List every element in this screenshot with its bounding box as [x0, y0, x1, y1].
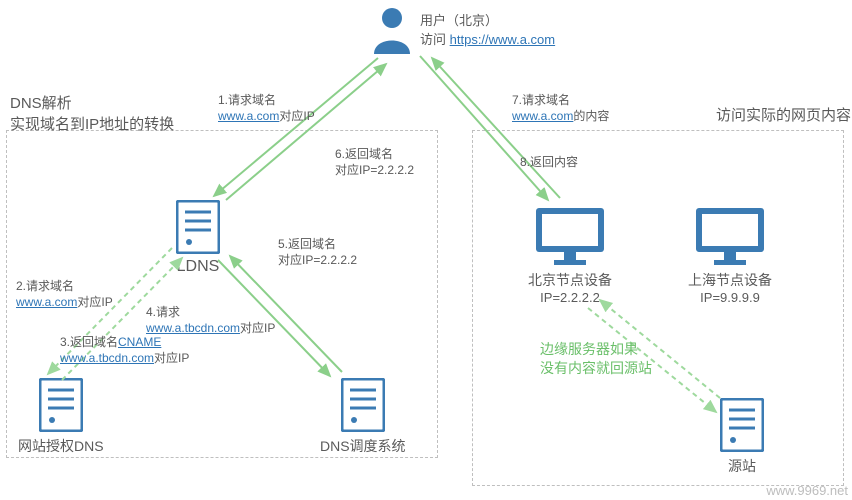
- step6: 6.返回域名 对应IP=2.2.2.2: [335, 146, 414, 178]
- user-title: 用户（北京）: [420, 10, 555, 29]
- origin-label: 源站: [728, 456, 756, 476]
- ldns-node: LDNS: [176, 200, 220, 276]
- shanghai-node: 上海节点设备 IP=9.9.9.9: [688, 206, 772, 305]
- beijing-ip: IP=2.2.2.2: [540, 290, 600, 305]
- sched-label: DNS调度系统: [320, 436, 406, 456]
- user-icon: [372, 6, 412, 54]
- user-url[interactable]: https://www.a.com: [450, 32, 555, 47]
- dns-section-title: DNS解析 实现域名到IP地址的转换: [10, 92, 174, 134]
- origin-node: 源站: [720, 398, 764, 476]
- server-icon: [341, 378, 385, 432]
- authdns-node: 网站授权DNS: [18, 378, 104, 456]
- step2: 2.请求域名 www.a.com对应IP: [16, 278, 113, 310]
- user-access: 访问 https://www.a.com: [420, 29, 555, 48]
- monitor-icon: [534, 206, 606, 266]
- ldns-label: LDNS: [177, 258, 220, 276]
- watermark: www.9969.net: [766, 483, 848, 498]
- step5: 5.返回域名 对应IP=2.2.2.2: [278, 236, 357, 268]
- step8: 8.返回内容: [520, 154, 578, 170]
- content-panel: [472, 130, 844, 486]
- monitor-icon: [694, 206, 766, 266]
- content-section-title: 访问实际的网页内容: [716, 104, 851, 125]
- step4: 4.请求 www.a.tbcdn.com对应IP: [146, 304, 275, 336]
- server-icon: [176, 200, 220, 254]
- step3: 3.返回域名CNAME www.a.tbcdn.com对应IP: [60, 334, 189, 366]
- edge-note: 边缘服务器如果 没有内容就回源站: [540, 340, 652, 378]
- shanghai-label: 上海节点设备: [688, 270, 772, 290]
- server-icon: [720, 398, 764, 452]
- step1: 1.请求域名 www.a.com对应IP: [218, 92, 315, 124]
- authdns-label: 网站授权DNS: [18, 436, 104, 456]
- user-node: 用户（北京） 访问 https://www.a.com: [372, 6, 555, 54]
- step7: 7.请求域名 www.a.com的内容: [512, 92, 609, 124]
- beijing-label: 北京节点设备: [528, 270, 612, 290]
- server-icon: [39, 378, 83, 432]
- beijing-node: 北京节点设备 IP=2.2.2.2: [528, 206, 612, 305]
- shanghai-ip: IP=9.9.9.9: [700, 290, 760, 305]
- sched-node: DNS调度系统: [320, 378, 406, 456]
